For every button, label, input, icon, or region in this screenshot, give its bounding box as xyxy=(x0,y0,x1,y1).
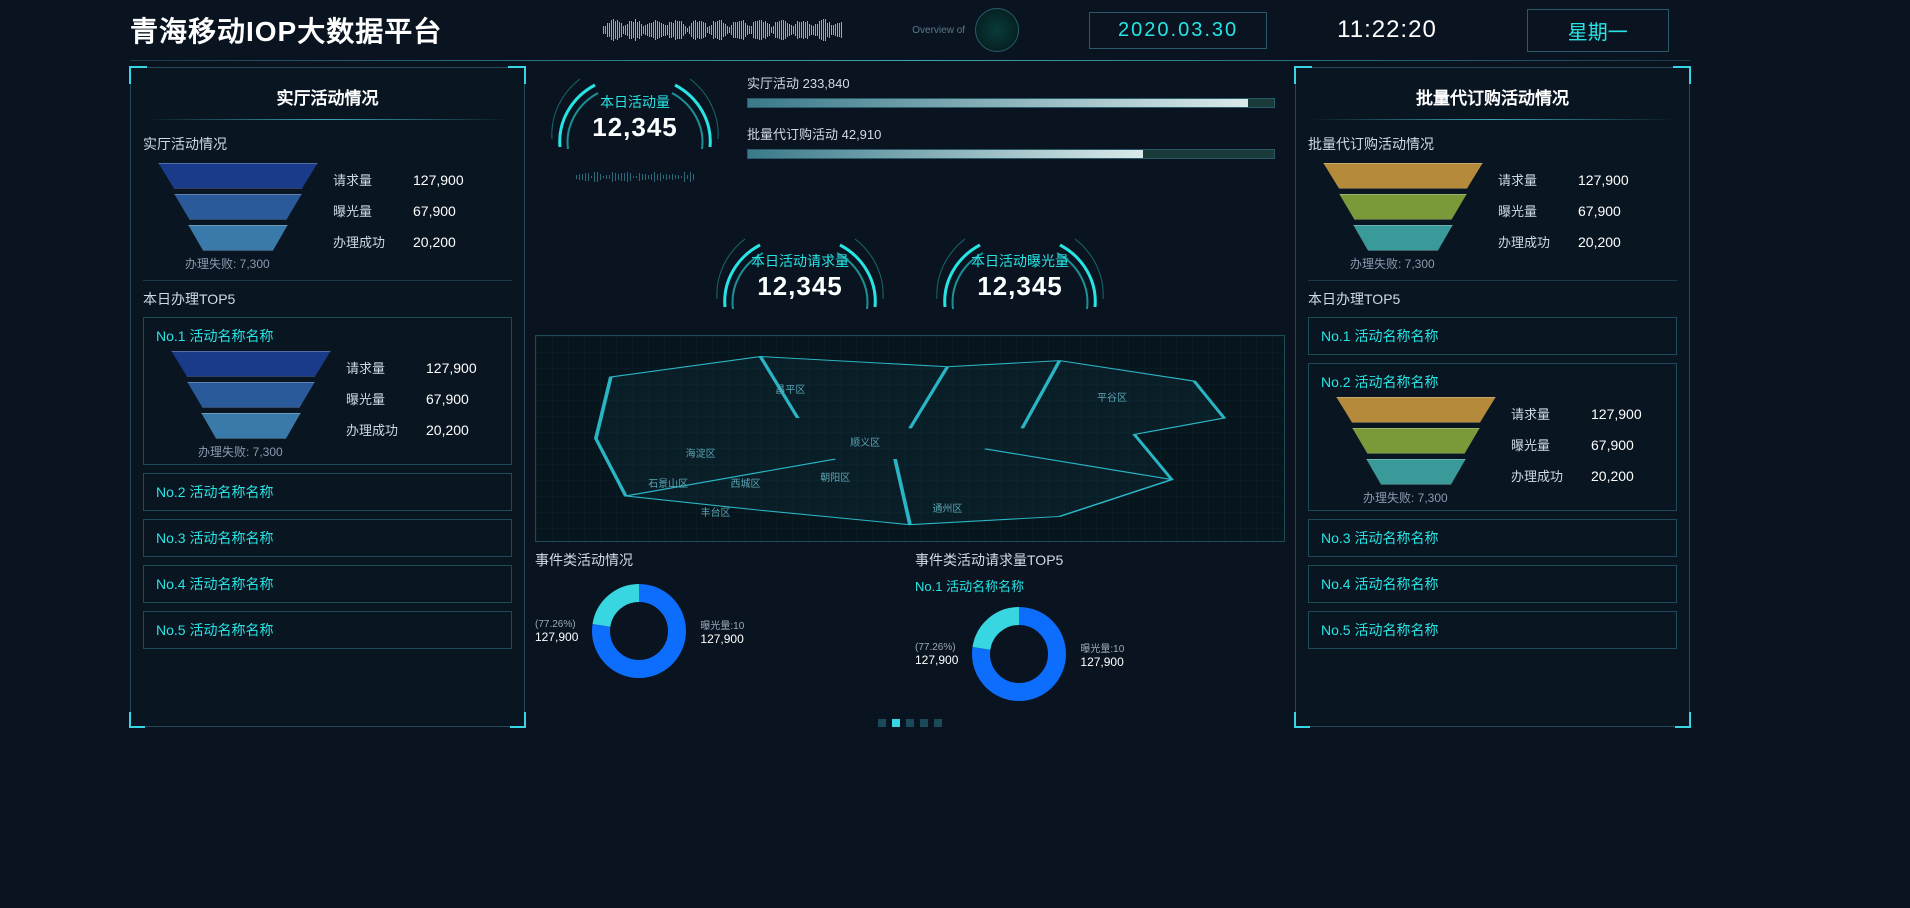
right-funnel-title: 批量代订购活动情况 xyxy=(1308,134,1677,154)
left-top5-title: 本日办理TOP5 xyxy=(143,289,512,309)
event-top5-panel: 事件类活动请求量TOP5 No.1 活动名称名称 (77.26%)127,900… xyxy=(915,550,1285,709)
left-funnel-label-2: 办理成功 xyxy=(333,224,413,251)
dot-3[interactable] xyxy=(920,719,928,727)
left-top5-0-funnel-fail: 办理失败: 7,300 xyxy=(198,443,499,460)
audio-wave-decoration xyxy=(562,15,882,45)
left-funnel-label-1: 曝光量 xyxy=(333,193,413,220)
bar-track-0 xyxy=(747,98,1275,108)
bar-label-0: 实厅活动 233,840 xyxy=(747,73,1275,92)
map-region-西城区[interactable]: 西城区 xyxy=(730,475,760,490)
right-top5-1-funnel-bar-2 xyxy=(1366,459,1466,485)
right-top5-1-funnel-value-0: 127,900 xyxy=(1591,398,1642,422)
bar-label-1: 批量代订购活动 42,910 xyxy=(747,124,1275,143)
dot-1[interactable] xyxy=(892,719,900,727)
right-funnel-value-2: 20,200 xyxy=(1578,226,1621,250)
right-funnel-value-1: 67,900 xyxy=(1578,195,1621,219)
left-funnel-value-0: 127,900 xyxy=(413,164,464,188)
left-top5-0-funnel-value-1: 67,900 xyxy=(426,383,469,407)
right-funnel-bar-2 xyxy=(1353,225,1453,251)
left-funnel-value-2: 20,200 xyxy=(413,226,456,250)
left-panel-title: 实厅活动情况 xyxy=(143,84,512,109)
right-funnel-value-0: 127,900 xyxy=(1578,164,1629,188)
date-display: 2020.03.30 xyxy=(1089,12,1267,49)
event-activity-panel: 事件类活动情况 (77.26%)127,900 曝光量:10127,900 xyxy=(535,550,905,709)
left-top5-item-3[interactable]: No.4 活动名称名称 xyxy=(143,565,512,603)
left-top5-0-funnel-bar-1 xyxy=(187,382,315,408)
time-display: 11:22:20 xyxy=(1337,16,1437,44)
left-funnel-bar-2 xyxy=(188,225,288,251)
event-right-title: 事件类活动请求量TOP5 xyxy=(915,550,1285,570)
left-funnel-value-1: 67,900 xyxy=(413,195,456,219)
right-funnel-bar-1 xyxy=(1339,194,1467,220)
dot-4[interactable] xyxy=(934,719,942,727)
left-top5-0-funnel-label-2: 办理成功 xyxy=(346,412,426,439)
right-top5-item-0[interactable]: No.1 活动名称名称 xyxy=(1308,317,1677,355)
left-top5-0-funnel-bar-0 xyxy=(171,351,331,377)
right-top5-1-funnel-value-1: 67,900 xyxy=(1591,429,1634,453)
left-funnel-bar-0 xyxy=(158,163,318,189)
donut-chart xyxy=(584,576,694,686)
right-funnel-label-0: 请求量 xyxy=(1498,162,1578,189)
right-top5-1-funnel-label-2: 办理成功 xyxy=(1511,458,1591,485)
left-top5-0-funnel-label-0: 请求量 xyxy=(346,350,426,377)
gauge-exposure: 本日活动曝光量 12,345 xyxy=(925,227,1115,327)
gauge-requests: 本日活动请求量 12,345 xyxy=(705,227,895,327)
left-funnel-fail: 办理失败: 7,300 xyxy=(185,255,512,272)
overview-label: Overview of xyxy=(912,25,965,36)
weekday-display: 星期一 xyxy=(1527,9,1669,52)
map-region-顺义区[interactable]: 顺义区 xyxy=(850,434,880,449)
globe-icon xyxy=(975,8,1019,52)
map-region-昌平区[interactable]: 昌平区 xyxy=(775,381,805,396)
left-top5-item-0[interactable]: No.1 活动名称名称 请求量 127,900 曝光量 67,900 办理成功 … xyxy=(143,317,512,465)
right-top5-title: 本日办理TOP5 xyxy=(1308,289,1677,309)
right-top5-item-2[interactable]: No.3 活动名称名称 xyxy=(1308,519,1677,557)
right-top5-1-funnel-fail: 办理失败: 7,300 xyxy=(1363,489,1664,506)
dot-0[interactable] xyxy=(878,719,886,727)
right-top5-item-1[interactable]: No.2 活动名称名称 请求量 127,900 曝光量 67,900 办理成功 … xyxy=(1308,363,1677,511)
left-funnel-title: 实厅活动情况 xyxy=(143,134,512,154)
right-top5-item-3[interactable]: No.4 活动名称名称 xyxy=(1308,565,1677,603)
left-top5-item-1[interactable]: No.2 活动名称名称 xyxy=(143,473,512,511)
left-funnel-label-0: 请求量 xyxy=(333,162,413,189)
left-funnel-bar-1 xyxy=(174,194,302,220)
map-region-海淀区[interactable]: 海淀区 xyxy=(686,445,716,460)
gauge-activity: 本日活动量 12,345 xyxy=(540,67,730,167)
right-top5-1-funnel-value-2: 20,200 xyxy=(1591,460,1634,484)
dot-2[interactable] xyxy=(906,719,914,727)
map-region-朝阳区[interactable]: 朝阳区 xyxy=(820,469,850,484)
map-region-丰台区[interactable]: 丰台区 xyxy=(701,504,731,519)
left-top5-item-4[interactable]: No.5 活动名称名称 xyxy=(143,611,512,649)
right-funnel-label-2: 办理成功 xyxy=(1498,224,1578,251)
map-region-平谷区[interactable]: 平谷区 xyxy=(1097,389,1127,404)
page-title: 青海移动IOP大数据平台 xyxy=(130,10,442,50)
map[interactable]: 昌平区平谷区海淀区 顺义区朝阳区 石景山区 西城区丰台区 通州区 xyxy=(535,335,1285,542)
right-top5-1-funnel-label-1: 曝光量 xyxy=(1511,427,1591,454)
right-top5-1-funnel-bar-1 xyxy=(1352,428,1480,454)
right-funnel-label-1: 曝光量 xyxy=(1498,193,1578,220)
right-top5-item-4[interactable]: No.5 活动名称名称 xyxy=(1308,611,1677,649)
left-top5-0-funnel-bar-2 xyxy=(201,413,301,439)
left-top5-0-funnel-value-2: 20,200 xyxy=(426,414,469,438)
left-top5-0-funnel-value-0: 127,900 xyxy=(426,352,477,376)
event-left-title: 事件类活动情况 xyxy=(535,550,905,570)
right-top5-1-funnel-bar-0 xyxy=(1336,397,1496,423)
event-top5-item[interactable]: No.1 活动名称名称 xyxy=(915,576,1285,595)
right-top5-1-funnel-label-0: 请求量 xyxy=(1511,396,1591,423)
right-funnel-fail: 办理失败: 7,300 xyxy=(1350,255,1677,272)
map-region-通州区[interactable]: 通州区 xyxy=(932,500,962,515)
right-panel: 批量代订购活动情况 批量代订购活动情况 请求量 127,900 曝光量 67,9… xyxy=(1295,67,1690,727)
left-top5-item-2[interactable]: No.3 活动名称名称 xyxy=(143,519,512,557)
left-panel: 实厅活动情况 实厅活动情况 请求量 127,900 曝光量 67,900 办理成… xyxy=(130,67,525,727)
right-funnel-bar-0 xyxy=(1323,163,1483,189)
map-region-石景山区[interactable]: 石景山区 xyxy=(648,475,688,490)
left-top5-0-funnel-label-1: 曝光量 xyxy=(346,381,426,408)
donut-chart xyxy=(964,599,1074,709)
carousel-dots[interactable] xyxy=(535,719,1285,727)
bar-track-1 xyxy=(747,149,1275,159)
right-panel-title: 批量代订购活动情况 xyxy=(1308,84,1677,109)
